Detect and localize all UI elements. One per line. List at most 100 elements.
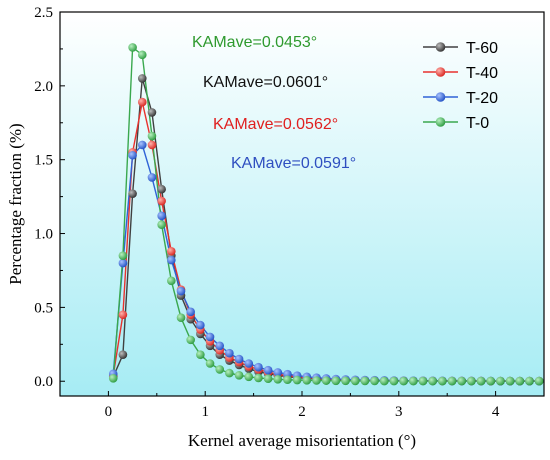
data-point — [108, 373, 118, 383]
data-point — [244, 359, 254, 368]
data-point — [254, 362, 263, 372]
data-point — [302, 376, 312, 385]
y-tick-label: 1.5 — [34, 153, 53, 169]
data-point — [254, 373, 263, 383]
x-tick-label: 0 — [105, 404, 113, 420]
data-point — [283, 375, 292, 385]
data-point — [205, 359, 215, 368]
data-point — [167, 276, 176, 286]
y-tick-label: 0.5 — [34, 300, 53, 316]
data-point — [428, 376, 437, 386]
legend-item-t-20: T-20 — [423, 90, 498, 107]
data-point — [128, 150, 137, 160]
legend-label: T-20 — [466, 90, 498, 107]
x-tick-label: 4 — [492, 404, 500, 420]
data-point — [496, 376, 505, 386]
legend-swatch-marker — [435, 42, 446, 52]
data-point — [147, 108, 157, 117]
data-point — [321, 376, 331, 385]
data-point — [312, 376, 321, 385]
legend-item-t-40: T-40 — [423, 65, 498, 82]
data-point — [157, 184, 166, 194]
annotation-kamave-t20: KAMave=0.0591° — [231, 155, 356, 172]
y-tick-label: 0.0 — [34, 374, 53, 390]
data-point — [234, 354, 244, 364]
data-point — [176, 313, 186, 323]
legend: T-60 T-40 T-20 T-0 — [423, 40, 498, 132]
data-point — [486, 376, 496, 386]
series-markers-t-0 — [108, 43, 544, 386]
data-point — [176, 286, 186, 296]
data-point — [118, 251, 128, 260]
data-point — [263, 374, 273, 384]
data-point — [409, 376, 418, 386]
data-point — [128, 189, 137, 198]
legend-item-t-0: T-0 — [423, 115, 489, 132]
data-point — [186, 335, 195, 345]
data-point — [244, 372, 254, 382]
data-point — [167, 246, 176, 256]
y-tick-label: 2.5 — [34, 5, 53, 21]
data-point — [505, 376, 515, 386]
data-point — [341, 376, 350, 386]
data-point — [447, 376, 457, 386]
data-point — [196, 350, 205, 359]
data-point — [118, 350, 128, 359]
data-point — [147, 131, 157, 141]
data-point — [118, 310, 128, 320]
data-point — [525, 376, 534, 386]
data-point — [515, 376, 525, 386]
data-point — [215, 341, 225, 351]
annotations: KAMave=0.0453° KAMave=0.0601° KAMave=0.0… — [192, 34, 356, 172]
legend-swatch-marker — [435, 92, 446, 102]
data-point — [137, 74, 147, 83]
data-point — [438, 376, 447, 386]
data-point — [476, 376, 486, 386]
y-axis-title: Percentage fraction (%) — [6, 123, 25, 284]
data-point — [350, 376, 360, 386]
data-point — [263, 365, 273, 375]
data-point — [467, 376, 476, 386]
legend-label: T-0 — [466, 115, 489, 132]
data-point — [137, 50, 147, 60]
data-point — [418, 376, 428, 386]
data-point — [389, 376, 399, 386]
data-point — [186, 307, 195, 317]
data-point — [167, 255, 176, 265]
data-point — [157, 211, 166, 221]
series-layer — [108, 43, 544, 386]
y-tick-label: 2.0 — [34, 79, 53, 95]
x-tick-label: 2 — [298, 404, 306, 420]
x-tick-label: 1 — [201, 404, 209, 420]
data-point — [225, 348, 234, 358]
data-point — [273, 368, 283, 377]
data-point — [234, 371, 244, 380]
data-point — [118, 258, 128, 268]
data-point — [157, 196, 166, 206]
annotation-kamave-t0: KAMave=0.0453° — [192, 34, 317, 51]
data-point — [457, 376, 467, 386]
data-point — [128, 43, 137, 52]
annotation-kamave-t60: KAMave=0.0601° — [203, 74, 328, 91]
x-tick-label: 3 — [395, 404, 403, 420]
legend-swatch-marker — [435, 117, 446, 127]
y-tick-label: 1.0 — [34, 227, 53, 243]
data-point — [215, 365, 225, 374]
data-point — [137, 140, 147, 150]
data-point — [147, 140, 157, 150]
data-point — [360, 376, 370, 386]
legend-swatch-marker — [435, 67, 446, 77]
data-point — [379, 376, 389, 386]
data-point — [147, 173, 157, 182]
data-point — [331, 376, 341, 386]
legend-label: T-40 — [466, 65, 498, 82]
legend-label: T-60 — [466, 40, 498, 57]
data-point — [273, 375, 283, 384]
data-point — [205, 332, 215, 342]
data-point — [292, 375, 302, 385]
data-point — [137, 97, 147, 107]
ticks-layer: 0 1 2 3 4 0.0 0.5 1.0 1.5 2.0 2.5 — [34, 5, 500, 420]
data-point — [225, 368, 234, 378]
data-point — [370, 376, 379, 386]
